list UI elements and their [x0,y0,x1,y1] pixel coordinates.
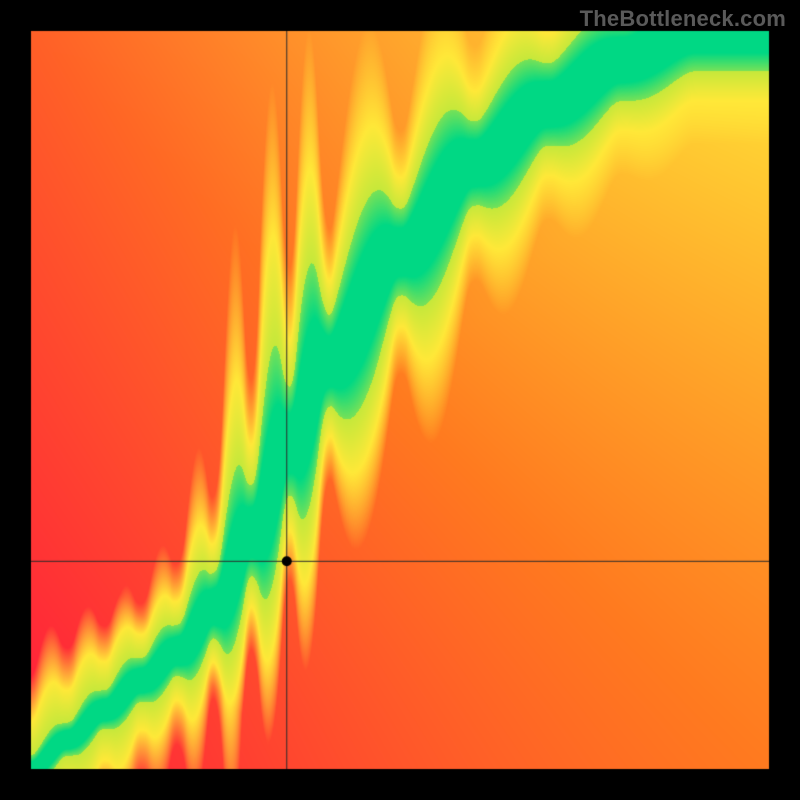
heatmap-canvas [0,0,800,800]
chart-container: TheBottleneck.com [0,0,800,800]
watermark-text: TheBottleneck.com [580,6,786,32]
